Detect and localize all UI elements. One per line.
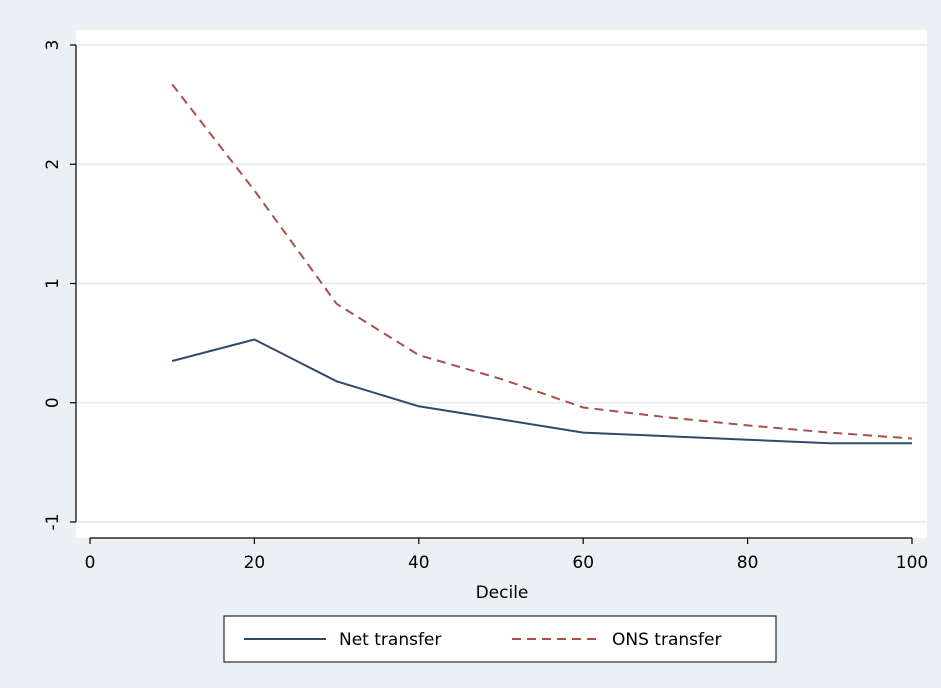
x-tick-label: 20: [244, 553, 266, 573]
legend: Net transfer ONS transfer: [223, 615, 777, 663]
y-tick-label: 0: [43, 397, 63, 408]
y-tick-label: -1: [43, 514, 63, 531]
legend-label-net-transfer: Net transfer: [339, 630, 441, 650]
series-line-net-transfer: [171, 338, 912, 445]
x-axis-title: Decile: [476, 583, 529, 603]
y-tick-label: 2: [43, 159, 63, 170]
x-tick-label: 60: [572, 553, 594, 573]
x-tick-label: 80: [737, 553, 759, 573]
legend-label-ons-transfer: ONS transfer: [612, 630, 721, 650]
series-line-ons-transfer: [171, 83, 913, 440]
x-tick-label: 100: [896, 553, 928, 573]
x-tick-label: 0: [85, 553, 96, 573]
series-lines: [171, 83, 913, 445]
x-tick-label: 40: [408, 553, 430, 573]
y-tick-label: 3: [43, 40, 63, 51]
y-tick-label: 1: [43, 278, 63, 289]
gridlines: [77, 44, 927, 523]
y-axis-ticks: -1 0 1 2 3: [43, 40, 76, 531]
x-axis-ticks: 0 20 40 60 80 100: [85, 538, 928, 573]
